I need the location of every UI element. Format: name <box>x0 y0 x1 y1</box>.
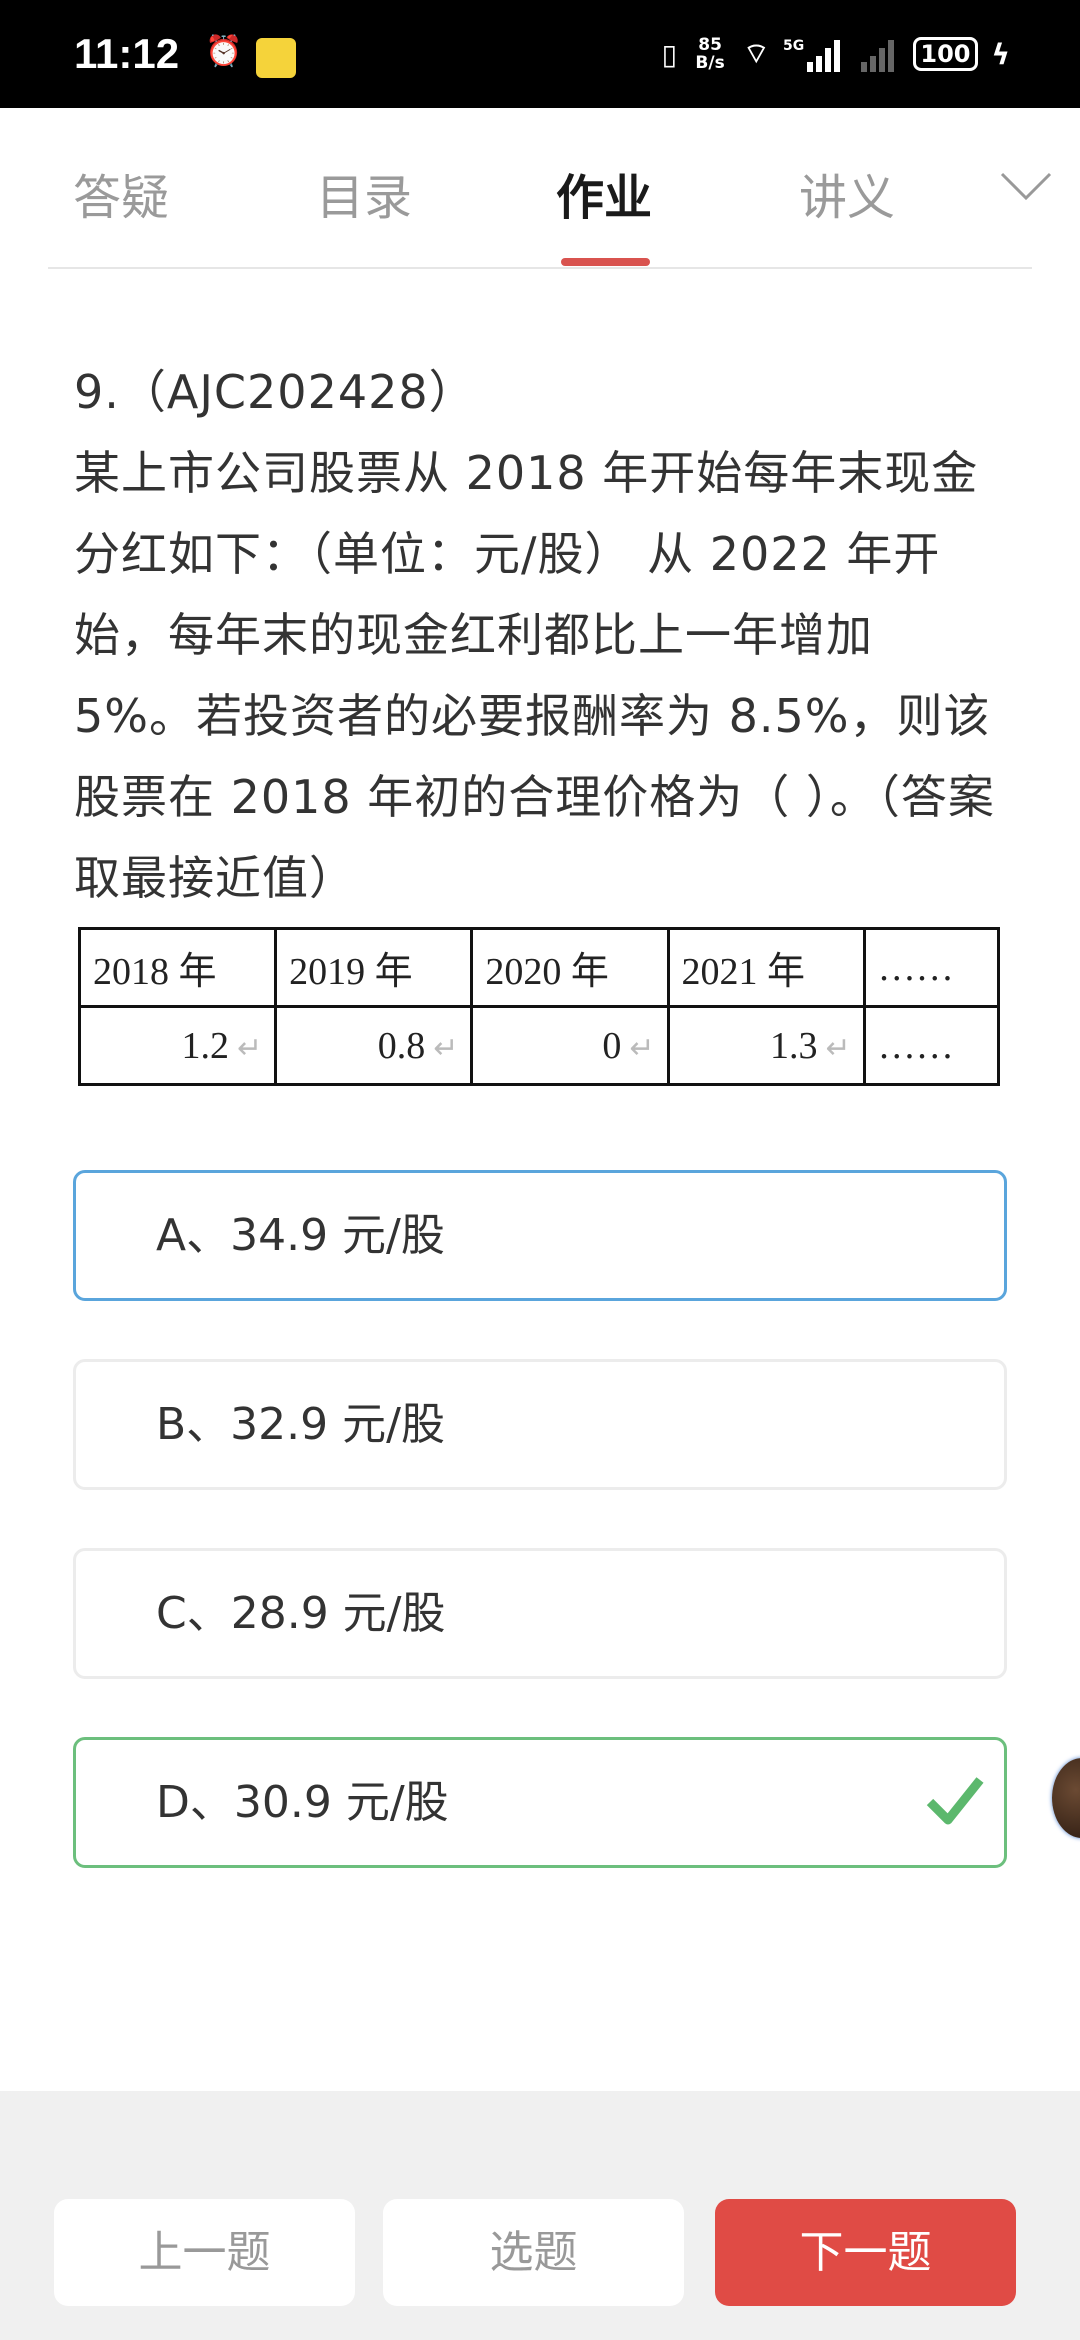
tab-homework[interactable]: 作业 <box>555 170 653 226</box>
table-cell: 0.8 ↵ <box>274 1005 474 1086</box>
table-row: 2018 年 2019 年 2020 年 2021 年 …… <box>77 927 1001 1008</box>
status-bar: 11:12 ⏰ ▯ 85 B/s ⌔ 5G 100 ϟ <box>0 0 1080 108</box>
question-number: 9.（AJC202428） <box>74 365 476 419</box>
table-cell: 0 ↵ <box>470 1005 670 1086</box>
return-mark-icon: ↵ <box>825 1031 851 1065</box>
active-tab-indicator <box>561 258 650 266</box>
table-header: 2019 年 <box>274 927 474 1008</box>
question: 9.（AJC202428） 某上市公司股票从 2018 年开始每年末现金分红如下… <box>73 352 1007 919</box>
question-content: 9.（AJC202428） 某上市公司股票从 2018 年开始每年末现金分红如下… <box>73 352 1007 1926</box>
options-list: A、34.9 元/股 B、32.9 元/股 C、28.9 元/股 D、30.9 … <box>73 1170 1007 1868</box>
return-mark-icon: ↵ <box>629 1031 655 1065</box>
floating-avatar[interactable] <box>1052 1758 1080 1838</box>
table-cell: 1.3 ↵ <box>666 1005 866 1086</box>
option-b[interactable]: B、32.9 元/股 <box>73 1359 1007 1490</box>
select-question-button[interactable]: 选题 <box>383 2199 684 2306</box>
network-speed: 85 B/s <box>695 35 725 73</box>
question-text: 某上市公司股票从 2018 年开始每年末现金分红如下：（单位：元/股） 从 20… <box>74 446 995 905</box>
tab-catalog[interactable]: 目录 <box>315 170 413 226</box>
battery-icon: 100 <box>913 37 978 71</box>
table-header: 2020 年 <box>470 927 670 1008</box>
signal-icon <box>861 40 895 72</box>
tab-lecture[interactable]: 讲义 <box>798 170 896 226</box>
wifi-icon: ⌔ <box>743 36 770 70</box>
check-icon <box>926 1777 984 1825</box>
return-mark-icon: ↵ <box>237 1031 263 1065</box>
table-row: 1.2 ↵ 0.8 ↵ 0 ↵ 1.3 ↵ …… <box>77 1005 1001 1086</box>
table-cell: 1.2 ↵ <box>77 1005 278 1086</box>
option-c[interactable]: C、28.9 元/股 <box>73 1548 1007 1679</box>
chevron-down-icon[interactable] <box>1000 172 1052 202</box>
option-a[interactable]: A、34.9 元/股 <box>73 1170 1007 1301</box>
svg-text:5G: 5G <box>783 38 804 54</box>
status-icons: ▯ 85 B/s ⌔ 5G 100 ϟ <box>662 28 1010 80</box>
tab-qa[interactable]: 答疑 <box>72 170 170 226</box>
table-header: 2018 年 <box>77 927 278 1008</box>
option-d[interactable]: D、30.9 元/股 <box>73 1737 1007 1868</box>
divider <box>48 267 1032 269</box>
vibrate-icon: ▯ <box>661 37 678 71</box>
charging-icon: ϟ <box>991 37 1010 71</box>
dividend-table: 2018 年 2019 年 2020 年 2021 年 …… 1.2 ↵ 0.8 ↵… <box>77 927 1001 1086</box>
app-notification-icon <box>256 38 296 78</box>
5g-signal-icon: 5G <box>783 38 841 72</box>
return-mark-icon: ↵ <box>433 1031 459 1065</box>
next-question-button[interactable]: 下一题 <box>715 2199 1016 2306</box>
table-header: …… <box>862 927 1001 1008</box>
table-header: 2021 年 <box>666 927 866 1008</box>
clock: 11:12 <box>74 30 180 77</box>
prev-question-button[interactable]: 上一题 <box>54 2199 355 2306</box>
table-cell: …… <box>862 1005 1001 1086</box>
alarm-icon: ⏰ <box>205 34 243 69</box>
